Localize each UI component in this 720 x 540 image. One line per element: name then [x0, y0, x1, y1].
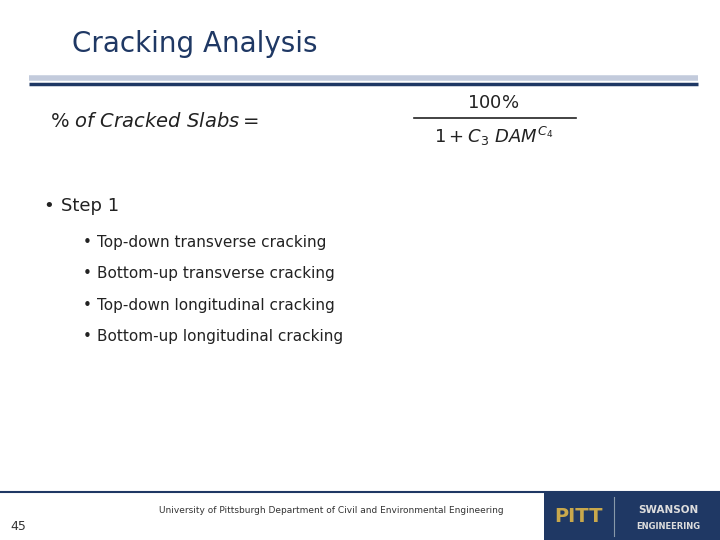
Text: •: • — [43, 197, 54, 215]
Text: •: • — [83, 266, 91, 281]
Text: •: • — [83, 235, 91, 250]
Bar — [544, 492, 720, 540]
Text: Top-down transverse cracking: Top-down transverse cracking — [97, 235, 327, 250]
Text: Step 1: Step 1 — [61, 197, 120, 215]
Text: Bottom-up longitudinal cracking: Bottom-up longitudinal cracking — [97, 329, 343, 344]
Text: •: • — [83, 298, 91, 313]
Text: Bottom-up transverse cracking: Bottom-up transverse cracking — [97, 266, 335, 281]
Text: Top-down longitudinal cracking: Top-down longitudinal cracking — [97, 298, 335, 313]
Text: 45: 45 — [11, 520, 27, 533]
Text: Cracking Analysis: Cracking Analysis — [72, 30, 318, 58]
Text: ENGINEERING: ENGINEERING — [636, 522, 701, 531]
Text: SWANSON: SWANSON — [638, 505, 698, 515]
Text: •: • — [83, 329, 91, 344]
Text: PITT: PITT — [554, 507, 603, 526]
Text: University of Pittsburgh Department of Civil and Environmental Engineering: University of Pittsburgh Department of C… — [159, 506, 503, 515]
Text: $\mathit{\%\ of\ Cracked\ Slabs} =$: $\mathit{\%\ of\ Cracked\ Slabs} =$ — [50, 112, 259, 131]
Text: $1 + C_3\ DAM^{C_4}$: $1 + C_3\ DAM^{C_4}$ — [433, 125, 553, 147]
Text: $\mathrm{100\%}$: $\mathrm{100\%}$ — [467, 93, 519, 112]
